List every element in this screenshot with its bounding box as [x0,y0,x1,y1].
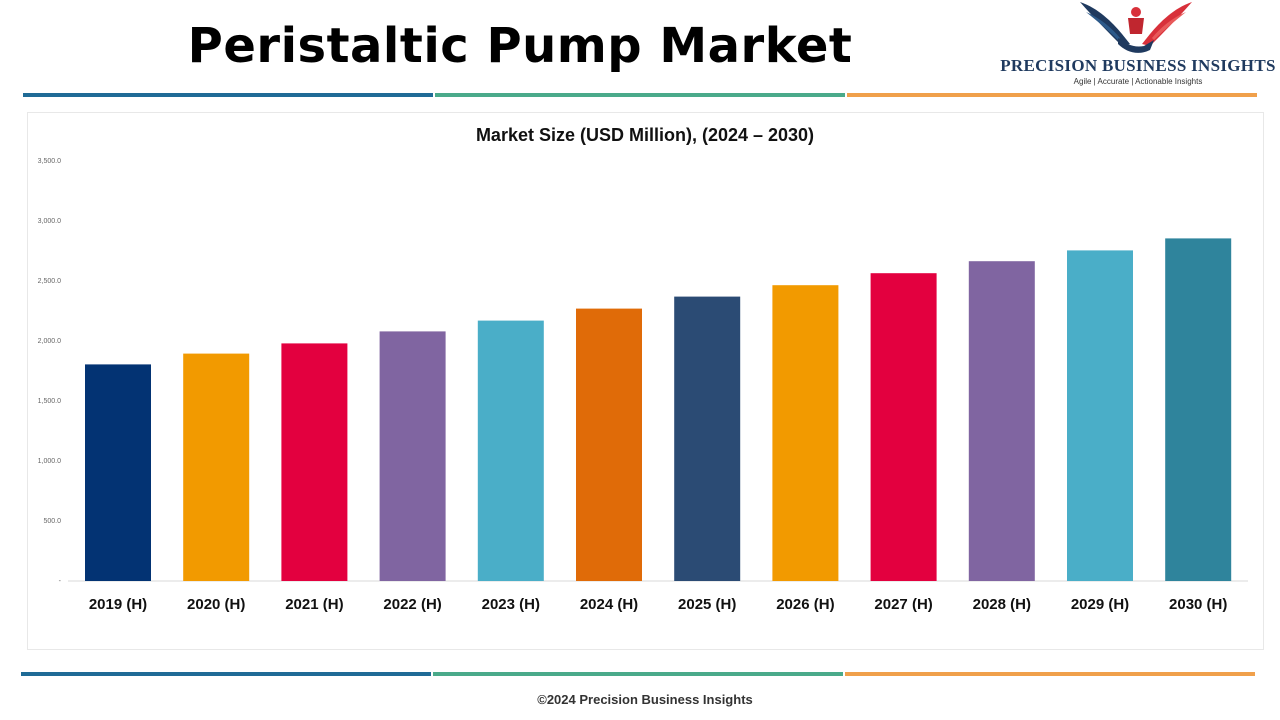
x-tick-label: 2019 (H) [89,596,147,613]
bottom-rule-orange [845,672,1255,676]
bar [1067,250,1133,581]
x-tick-label: 2026 (H) [776,596,834,613]
x-tick-label: 2025 (H) [678,596,736,613]
x-tick-label: 2030 (H) [1169,596,1227,613]
y-tick-label: 2,000.0 [38,338,61,345]
bar-chart: Market Size (USD Million), (2024 – 2030)… [38,125,1248,613]
logo-company-name: PRECISION BUSINESS INSIGHTS [1000,56,1276,75]
x-tick-label: 2029 (H) [1071,596,1129,613]
y-tick-label: 2,500.0 [38,278,61,285]
y-tick-label: - [59,578,62,585]
bar [870,273,937,581]
footer-copyright: ©2024 Precision Business Insights [537,692,753,707]
eagle-handshake-logo-icon [1080,2,1192,53]
bottom-rule-blue [21,672,431,676]
page-title: Peristaltic Pump Market [187,18,853,74]
bar [674,296,741,581]
bar [183,353,250,581]
x-tick-label: 2020 (H) [187,596,245,613]
x-tick-label: 2028 (H) [973,596,1031,613]
bar [772,285,839,581]
y-tick-label: 1,000.0 [38,458,61,465]
bar [281,343,348,581]
top-rule-blue [23,93,433,97]
bar [968,261,1035,581]
bar [477,320,544,581]
company-logo: PRECISION BUSINESS INSIGHTS Agile | Accu… [990,0,1280,90]
bar [379,331,446,581]
x-tick-label: 2022 (H) [383,596,441,613]
x-tick-label: 2027 (H) [874,596,932,613]
x-tick-label: 2024 (H) [580,596,638,613]
logo-tagline: Agile | Accurate | Actionable Insights [1073,77,1203,86]
chart-title: Market Size (USD Million), (2024 – 2030) [476,125,814,145]
bar [85,364,151,581]
top-rule-green [435,93,845,97]
y-tick-label: 500.0 [43,518,61,525]
top-rule-orange [847,93,1257,97]
y-tick-label: 1,500.0 [38,398,61,405]
y-tick-label: 3,500.0 [38,158,61,165]
x-tick-label: 2021 (H) [285,596,343,613]
bar [1165,238,1232,581]
bar [576,308,642,581]
x-tick-label: 2023 (H) [482,596,540,613]
y-tick-label: 3,000.0 [38,218,61,225]
chart-panel: Market Size (USD Million), (2024 – 2030)… [27,112,1264,650]
bottom-rule-green [433,672,843,676]
